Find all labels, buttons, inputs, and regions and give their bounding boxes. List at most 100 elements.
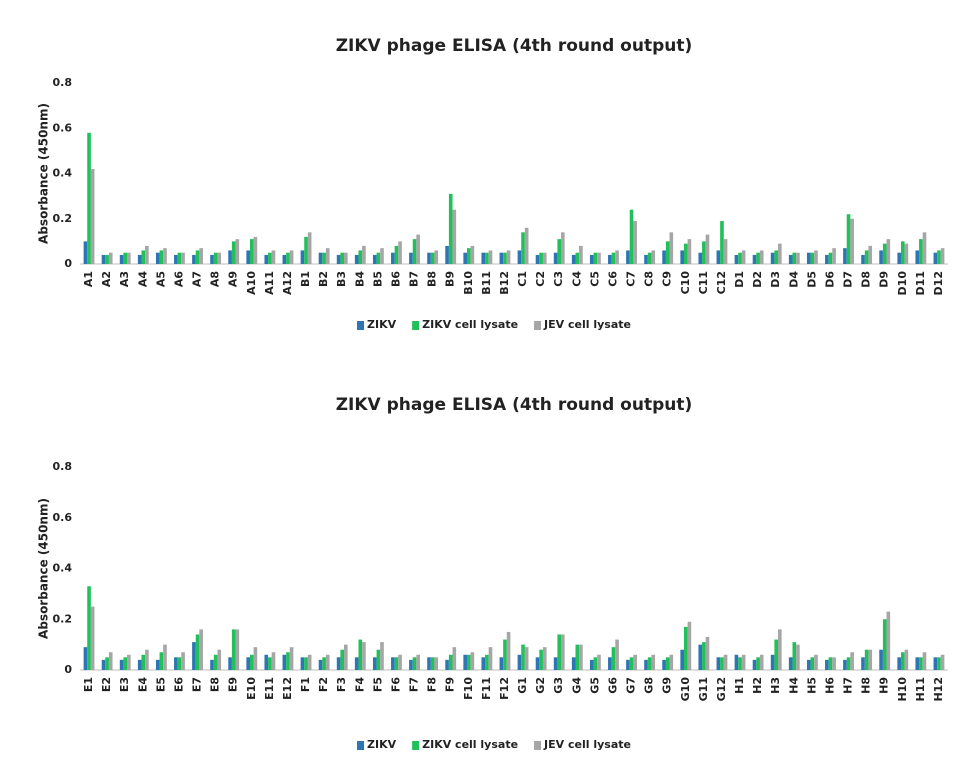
legend: ZIKV ZIKV cell lysate JEV cell lysate	[357, 318, 631, 331]
bar	[579, 245, 583, 264]
x-tick-label: H7	[842, 677, 855, 694]
bar	[83, 241, 88, 264]
bar	[832, 248, 836, 264]
bar	[137, 254, 142, 264]
x-tick-label: E3	[118, 677, 131, 692]
x-tick-label: C7	[625, 271, 638, 287]
x-tick-label: H3	[769, 677, 782, 694]
bar	[108, 652, 113, 670]
y-tick-label: 0.2	[53, 612, 73, 625]
bar	[828, 252, 833, 264]
x-tick-label: E10	[245, 677, 258, 700]
bar	[83, 647, 88, 670]
y-axis-label: Absorbance (450nm)	[37, 498, 51, 639]
bar	[127, 252, 131, 264]
bar	[900, 241, 905, 264]
bar	[181, 252, 185, 264]
bar	[886, 611, 891, 670]
bar	[155, 252, 160, 264]
bar	[398, 241, 402, 264]
bar	[535, 657, 540, 670]
bar	[391, 657, 395, 670]
bar	[87, 586, 91, 670]
x-tick-label: C2	[534, 271, 547, 287]
bar	[249, 239, 254, 264]
bar	[647, 252, 652, 264]
bar	[452, 209, 457, 264]
bar	[702, 241, 706, 264]
x-tick-label: H8	[860, 677, 873, 694]
bar	[485, 654, 489, 670]
bar	[249, 654, 254, 670]
bar	[705, 637, 710, 670]
bar	[177, 657, 182, 670]
x-tick-label: F3	[335, 677, 348, 692]
bar	[499, 252, 504, 264]
x-tick-label: A6	[172, 271, 185, 288]
bar	[195, 250, 200, 264]
bar	[286, 652, 290, 670]
x-tick-label: H4	[787, 677, 800, 694]
bar	[141, 250, 146, 264]
bar	[561, 232, 565, 264]
bar	[362, 642, 366, 670]
bar	[409, 252, 413, 264]
legend-swatch	[412, 741, 420, 750]
bar	[922, 232, 927, 264]
bar	[521, 644, 525, 670]
x-tick-label: E9	[227, 677, 240, 692]
bar	[481, 657, 486, 670]
x-tick-label: A8	[209, 271, 222, 287]
bar	[741, 654, 746, 670]
bar	[394, 657, 399, 670]
x-tick-label: D8	[860, 271, 873, 288]
bar	[445, 245, 449, 264]
y-tick-label: 0.4	[53, 562, 73, 575]
bar	[752, 659, 757, 670]
bar	[716, 250, 721, 264]
bar	[372, 657, 377, 670]
bar	[448, 654, 453, 670]
bar	[651, 654, 656, 670]
bar	[524, 647, 529, 670]
bar	[575, 644, 580, 670]
legend-swatch	[412, 321, 420, 330]
x-tick-label: F4	[353, 677, 366, 693]
bar	[90, 606, 95, 670]
bar	[174, 657, 178, 670]
x-tick-label: E8	[209, 677, 222, 692]
bar	[336, 657, 341, 670]
x-tick-label: G1	[516, 677, 529, 694]
bar	[542, 647, 547, 670]
bar	[322, 657, 326, 670]
bar	[810, 657, 815, 670]
x-tick-label: G12	[715, 677, 728, 701]
bar	[626, 659, 630, 670]
bar	[571, 657, 576, 670]
x-tick-label: B10	[462, 271, 475, 295]
bar	[644, 254, 648, 264]
bar	[738, 252, 742, 264]
bar	[181, 652, 185, 670]
bar	[850, 652, 854, 670]
y-tick-label: 0.6	[53, 511, 73, 524]
bar	[119, 254, 124, 264]
bar	[503, 639, 507, 670]
bar	[665, 657, 670, 670]
x-tick-label: F5	[371, 677, 384, 692]
bar	[488, 647, 493, 670]
bar	[108, 252, 113, 264]
bar	[626, 250, 630, 264]
x-tick-label: C8	[643, 271, 656, 287]
bar	[145, 649, 149, 670]
bar	[542, 252, 547, 264]
bar	[344, 252, 348, 264]
bar	[300, 250, 305, 264]
bar	[669, 232, 674, 264]
bar	[597, 654, 601, 670]
bar	[683, 243, 688, 264]
bar	[669, 654, 674, 670]
x-tick-label: B9	[444, 271, 457, 287]
bar	[633, 221, 637, 264]
